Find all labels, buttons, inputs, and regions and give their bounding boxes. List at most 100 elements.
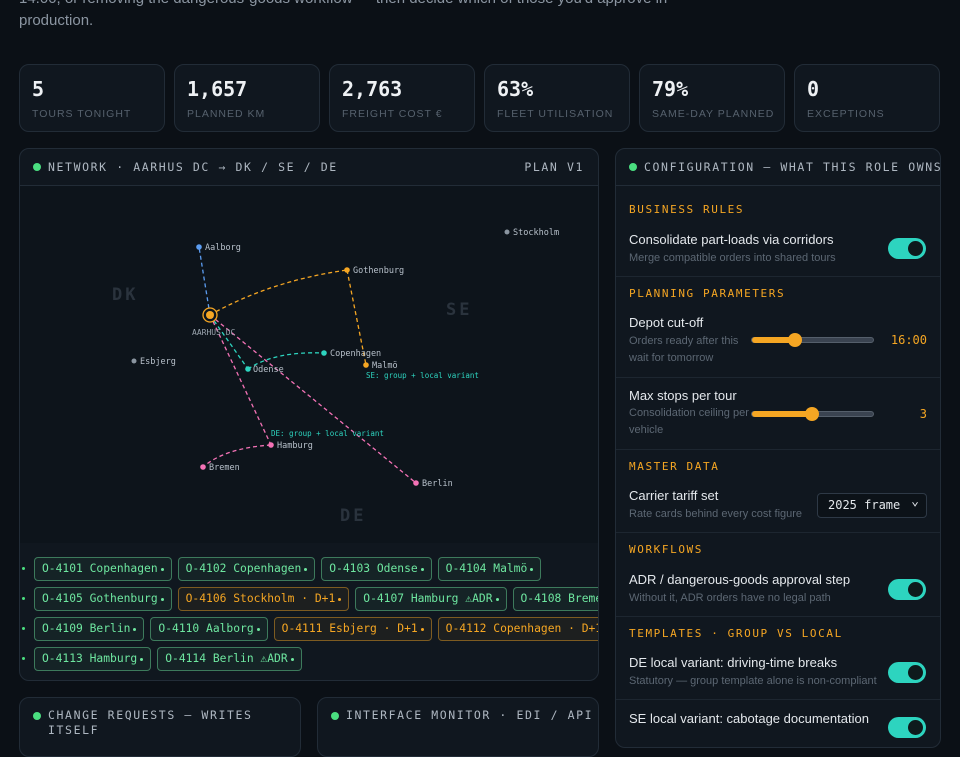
- chip-dot: [420, 627, 424, 631]
- chip-dot: [290, 657, 294, 661]
- chip-dot: [338, 597, 342, 601]
- kpi-value: 0: [807, 77, 820, 101]
- route: [209, 269, 348, 316]
- tour-chip[interactable]: O-4102 Copenhagen: [177, 557, 316, 581]
- route: [198, 246, 211, 316]
- kpi-card: 2,763 FREIGHT COST €: [329, 64, 475, 132]
- node-label: Stockholm: [513, 228, 559, 238]
- change-requests-panel: CHANGE REQUESTS — WRITES ITSELF: [19, 697, 301, 757]
- node: [363, 362, 369, 368]
- route: [346, 269, 367, 366]
- toggle[interactable]: [888, 662, 926, 683]
- node: [268, 442, 274, 448]
- chip-label: O-4109 Berlin: [42, 622, 131, 635]
- chip-label: O-4113 Hamburg: [42, 652, 138, 665]
- section-heading: TEMPLATES · GROUP VS LOCAL: [629, 627, 843, 640]
- config-panel: CONFIGURATION — WHAT THIS ROLE OWNS BUSI…: [615, 148, 941, 748]
- intro-text: 14:00, or removing the dangerous-goods w…: [19, 0, 667, 29]
- chip-dot: [160, 597, 164, 601]
- toggle[interactable]: [888, 579, 926, 600]
- setting-note: Rate cards behind every cost figure: [629, 508, 803, 520]
- row-dot: [22, 567, 25, 570]
- tour-chip[interactable]: O-4101 Copenhagen: [34, 557, 172, 581]
- depot-ring: [202, 307, 218, 323]
- chip-dot: [160, 567, 164, 571]
- tour-chip[interactable]: O-4106 Stockholm · D+1: [177, 587, 350, 611]
- kpi-card: 79% SAME-DAY PLANNED: [639, 64, 785, 132]
- node: [206, 311, 214, 319]
- tour-chip[interactable]: O-4108 Bremen: [512, 587, 599, 611]
- tour-chip[interactable]: O-4114 Berlin ⚠ADR: [157, 647, 302, 671]
- toggle[interactable]: [888, 238, 926, 259]
- node: [504, 229, 510, 235]
- network-panel: NETWORK · AARHUS DC → DK / SE / DE PLAN V…: [19, 148, 599, 681]
- node-label: AARHUS DC: [192, 328, 236, 337]
- separator: [616, 276, 940, 277]
- network-title: NETWORK · AARHUS DC → DK / SE / DE: [48, 160, 338, 174]
- select[interactable]: 2025 frame: [817, 490, 927, 518]
- tour-chip[interactable]: O-4110 Aalborg: [150, 617, 268, 641]
- chip-label: O-4103 Odense: [329, 562, 418, 575]
- node: [245, 366, 251, 372]
- route: [209, 314, 417, 484]
- slider-value: 16:00: [890, 333, 927, 347]
- panel-title: CHANGE REQUESTS — WRITES ITSELF: [33, 708, 268, 738]
- tour-chip[interactable]: O-4105 Gothenburg: [34, 587, 172, 611]
- tour-chip[interactable]: O-4112 Copenhagen · D+1: [437, 617, 599, 641]
- setting-title: SE local variant: cabotage documentation: [629, 711, 869, 726]
- tour-chip[interactable]: O-4113 Hamburg: [34, 647, 152, 671]
- separator: [616, 377, 940, 378]
- kpi-card: 63% FLEET UTILISATION: [484, 64, 630, 132]
- node: [131, 358, 137, 364]
- kpi-card: 5 TOURS TONIGHT: [19, 64, 165, 132]
- chip-row: O-4113 Hamburg O-4114 Berlin ⚠ADR: [20, 644, 598, 674]
- chip-label: O-4112 Copenhagen · D+1: [445, 622, 599, 635]
- tour-chip[interactable]: O-4107 Hamburg ⚠ADR: [355, 587, 507, 611]
- chip-label: O-4104 Malmö: [445, 562, 528, 575]
- slider[interactable]: [751, 407, 874, 421]
- slider[interactable]: [751, 333, 874, 347]
- tour-chip[interactable]: O-4111 Esbjerg · D+1: [273, 617, 432, 641]
- annotation: SE: group + local variant: [366, 371, 479, 380]
- toggle[interactable]: [888, 717, 926, 738]
- kpi-label: PLANNED KM: [187, 108, 266, 120]
- region-label: DK: [112, 285, 138, 305]
- region-label: SE: [446, 300, 472, 320]
- kpi-value: 63%: [497, 77, 534, 101]
- node: [196, 244, 202, 250]
- setting-note: Statutory — group template alone is non-…: [629, 675, 877, 687]
- chip-label: O-4111 Esbjerg · D+1: [281, 622, 418, 635]
- chip-label: O-4110 Aalborg: [158, 622, 254, 635]
- node: [413, 480, 419, 486]
- panel-title: INTERFACE MONITOR · EDI / API: [331, 708, 594, 723]
- section-heading: BUSINESS RULES: [629, 203, 745, 216]
- separator: [616, 699, 940, 700]
- chip-label: O-4106 Stockholm · D+1: [185, 592, 336, 605]
- route: [209, 314, 272, 446]
- node-label: Berlin: [422, 479, 453, 489]
- config-header: CONFIGURATION — WHAT THIS ROLE OWNS: [616, 149, 940, 186]
- kpi-value: 79%: [652, 77, 689, 101]
- tour-chip[interactable]: O-4103 Odense: [321, 557, 432, 581]
- region-label: DE: [340, 506, 366, 526]
- setting-note: Merge compatible orders into shared tour…: [629, 252, 836, 264]
- kpi-label: FLEET UTILISATION: [497, 108, 614, 120]
- panel-title-text: CHANGE REQUESTS — WRITES ITSELF: [48, 708, 253, 737]
- network-map: DK SE DE Aalborg Gothenburg Stockholm AA…: [20, 186, 598, 543]
- tour-chip[interactable]: O-4104 Malmö: [437, 557, 542, 581]
- chip-dot: [495, 597, 499, 601]
- panel-title-text: INTERFACE MONITOR · EDI / API: [346, 708, 594, 722]
- page: 14:00, or removing the dangerous-goods w…: [0, 0, 960, 730]
- chip-label: O-4108 Bremen: [520, 592, 599, 605]
- setting-title: Consolidate part-loads via corridors: [629, 232, 834, 247]
- row-dot: [22, 597, 25, 600]
- tour-chip[interactable]: O-4109 Berlin: [34, 617, 145, 641]
- chip-label: O-4105 Gothenburg: [42, 592, 158, 605]
- setting-title: Carrier tariff set: [629, 488, 719, 503]
- annotation: DE: group + local variant: [271, 429, 384, 438]
- network-header: NETWORK · AARHUS DC → DK / SE / DE PLAN V…: [20, 149, 598, 186]
- setting-title: DE local variant: driving-time breaks: [629, 655, 838, 670]
- chip-dot: [420, 567, 424, 571]
- node-label: Copenhagen: [330, 349, 381, 359]
- chip-dot: [133, 627, 137, 631]
